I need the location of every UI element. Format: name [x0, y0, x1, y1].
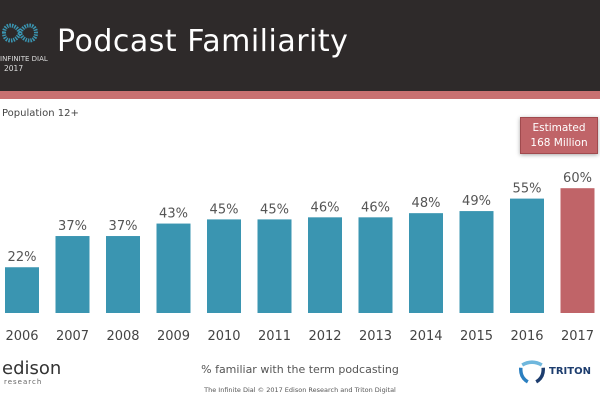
edison-logo: edison [2, 358, 62, 379]
header-bar [0, 0, 600, 91]
logo-year: 2017 [4, 64, 24, 73]
year-label-2015: 2015 [460, 329, 493, 344]
bar-2011 [257, 219, 292, 313]
value-label-2010: 45% [210, 202, 239, 217]
value-label-2013: 46% [361, 200, 390, 215]
value-label-2012: 46% [311, 200, 340, 215]
year-label-2008: 2008 [106, 329, 139, 344]
footer-copyright: The Infinite Dial © 2017 Edison Research… [204, 386, 396, 394]
value-label-2016: 55% [513, 182, 542, 197]
year-label-2007: 2007 [56, 329, 89, 344]
year-label-2012: 2012 [308, 329, 341, 344]
page-title: Podcast Familiarity [57, 24, 349, 59]
bar-2016 [510, 198, 544, 313]
bar-2006 [5, 267, 39, 313]
value-label-2009: 43% [159, 207, 188, 222]
bar-2017 [560, 188, 595, 313]
triton-logo-text: TRITON [549, 366, 591, 377]
triton-logo-icon [519, 360, 545, 384]
edison-logo-sub: research [4, 378, 43, 386]
year-label-2014: 2014 [409, 329, 442, 344]
bar-2010 [207, 219, 241, 313]
infinite-dial-logo-icon [1, 23, 39, 43]
population-label: Population 12+ [2, 108, 79, 119]
bar-2008 [106, 236, 140, 313]
value-label-2007: 37% [58, 219, 87, 234]
year-label-2009: 2009 [157, 329, 190, 344]
estimate-callout: Estimated 168 Million [520, 117, 598, 154]
bar-2007 [55, 236, 90, 313]
value-label-2017: 60% [563, 171, 592, 186]
year-label-2017: 2017 [561, 329, 594, 344]
bar-2009 [156, 223, 191, 313]
value-label-2014: 48% [412, 196, 441, 211]
logo-text: INFINITE DIAL [0, 55, 48, 63]
header-stripe [0, 91, 600, 99]
bar-2015 [459, 211, 494, 313]
year-label-2013: 2013 [359, 329, 392, 344]
bar-2012 [308, 217, 342, 313]
value-label-2006: 22% [8, 250, 37, 265]
bar-2013 [358, 217, 393, 313]
year-label-2010: 2010 [207, 329, 240, 344]
estimate-line2: 168 Million [530, 137, 588, 149]
value-label-2015: 49% [462, 194, 491, 209]
chart-caption: % familiar with the term podcasting [201, 363, 399, 376]
estimate-line1: Estimated [532, 122, 586, 134]
year-label-2016: 2016 [510, 329, 543, 344]
bar-2014 [409, 213, 443, 313]
year-label-2011: 2011 [258, 329, 291, 344]
value-label-2011: 45% [260, 202, 289, 217]
value-label-2008: 37% [109, 219, 138, 234]
year-label-2006: 2006 [5, 329, 38, 344]
